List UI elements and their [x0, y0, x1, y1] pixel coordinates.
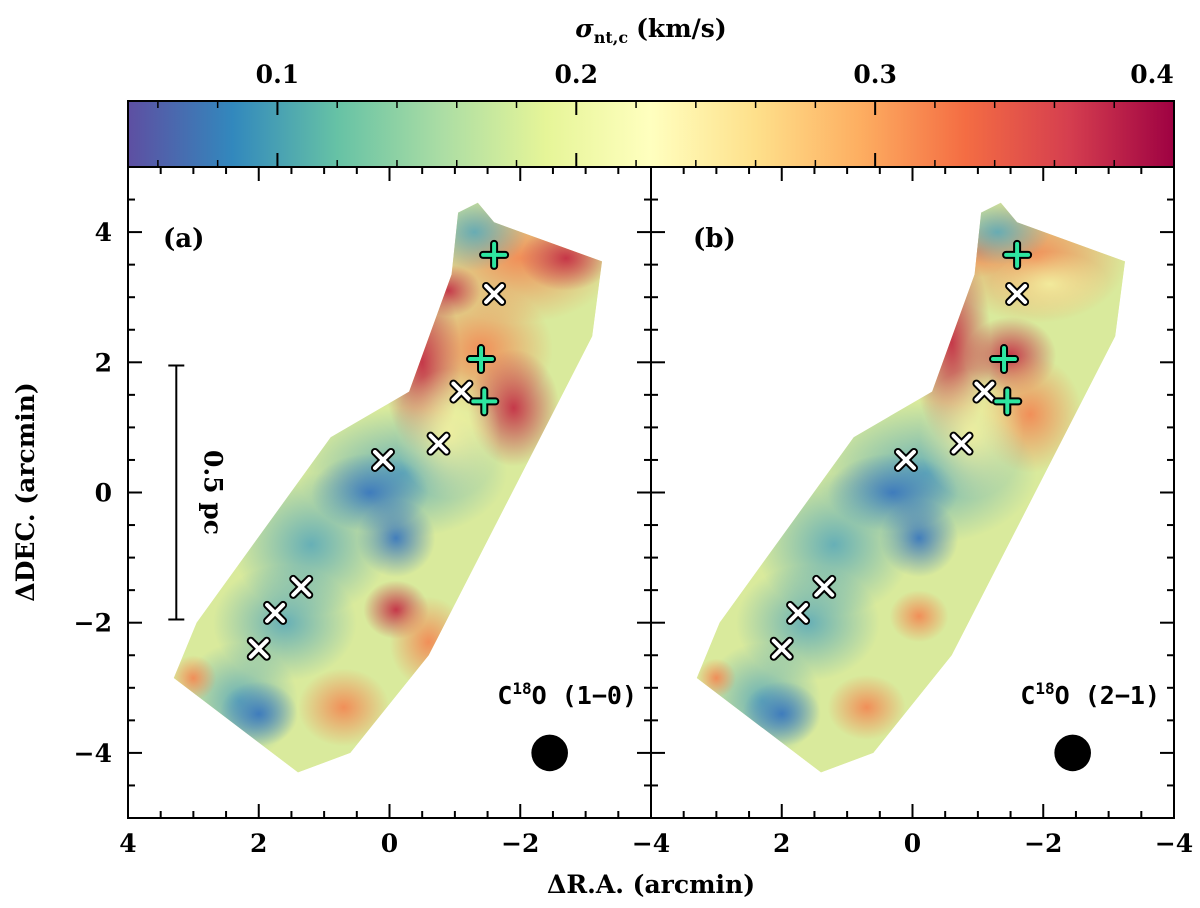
map-emission-region	[389, 596, 468, 688]
map-emission-region	[696, 658, 736, 698]
cross-marker	[484, 283, 505, 304]
cross-marker	[895, 449, 916, 470]
x-tick-label: 0	[381, 829, 398, 858]
x-tick-label: −4	[1155, 829, 1193, 858]
colorbar-tick-label: 0.2	[555, 60, 599, 89]
colorbar-ticks: 0.1 0.2 0.3 0.4	[157, 60, 1175, 167]
map-emission-region	[827, 674, 906, 740]
map-emission-region	[422, 202, 527, 272]
panel-b-beam	[1054, 734, 1091, 772]
x-tick-label: −2	[501, 829, 539, 858]
colorbar-rect	[127, 100, 1175, 168]
x-tick-label: 0	[904, 829, 921, 858]
cross-marker	[372, 449, 393, 470]
map-emission-region	[173, 655, 217, 701]
map-emission-region	[945, 202, 1050, 265]
map-emission-region	[742, 681, 821, 747]
cross-marker	[814, 576, 835, 597]
x-tick-labels: 4 2 0 −2 −4 2 0 −2 −4	[119, 829, 1193, 858]
panel-a-ticks	[128, 167, 651, 818]
colorbar: 0.1 0.2 0.3 0.4 σnt,c (km/s)	[127, 14, 1175, 168]
panel-a-beam	[531, 734, 568, 772]
cross-marker	[974, 381, 995, 402]
colorbar-tick-label: 0.3	[853, 60, 897, 89]
panel-a: (a) C18O (1−0) 0.5 pc	[127, 166, 652, 819]
y-axis-label: ΔDEC. (arcmin)	[11, 382, 40, 601]
cross-marker	[771, 638, 792, 659]
panel-b-label: (b)	[693, 224, 736, 254]
x-tick-label: 2	[773, 829, 790, 858]
cross-marker	[291, 576, 312, 597]
cross-marker	[428, 433, 449, 454]
cross-marker	[265, 602, 286, 623]
x-tick-label: 2	[250, 829, 267, 858]
map-emission-region	[520, 225, 603, 291]
x-tick-label: −2	[1024, 829, 1062, 858]
panel-a-markers	[246, 239, 510, 661]
x-axis-label: ΔR.A. (arcmin)	[547, 870, 755, 899]
y-tick-labels: 4 2 0 −2 −4	[74, 218, 112, 768]
scale-bar-label: 0.5 pc	[198, 450, 227, 535]
cross-marker	[788, 602, 809, 623]
y-tick-label: 0	[95, 479, 112, 508]
y-tick-label: 2	[95, 348, 112, 377]
scale-bar: 0.5 pc	[168, 364, 227, 621]
colorbar-tick-label: 0.1	[256, 60, 300, 89]
map-emission-region	[297, 668, 390, 747]
cross-marker	[1007, 283, 1028, 304]
panel-b-markers	[769, 239, 1033, 661]
panel-b-ticks	[651, 167, 1174, 818]
colorbar-label: σnt,c (km/s)	[575, 14, 726, 47]
map-emission-region	[415, 264, 482, 317]
panel-b: (b) C18O (2−1)	[650, 166, 1175, 819]
x-tick-label: 4	[119, 829, 136, 858]
y-tick-label: −2	[74, 609, 112, 638]
y-tick-label: −4	[74, 739, 112, 768]
map-emission-region	[889, 590, 949, 643]
y-tick-label: 4	[95, 218, 112, 247]
cross-marker	[451, 381, 472, 402]
panel-a-line-label: C18O (1−0)	[497, 679, 637, 710]
panel-a-label: (a)	[163, 224, 204, 254]
map-emission-region	[219, 681, 298, 747]
cross-marker	[248, 638, 269, 659]
cross-marker	[951, 433, 972, 454]
x-tick-label: −4	[632, 829, 670, 858]
colorbar-tick-label: 0.4	[1130, 60, 1174, 89]
panel-b-line-label: C18O (2−1)	[1020, 679, 1160, 710]
panel-b-map	[696, 202, 1125, 773]
